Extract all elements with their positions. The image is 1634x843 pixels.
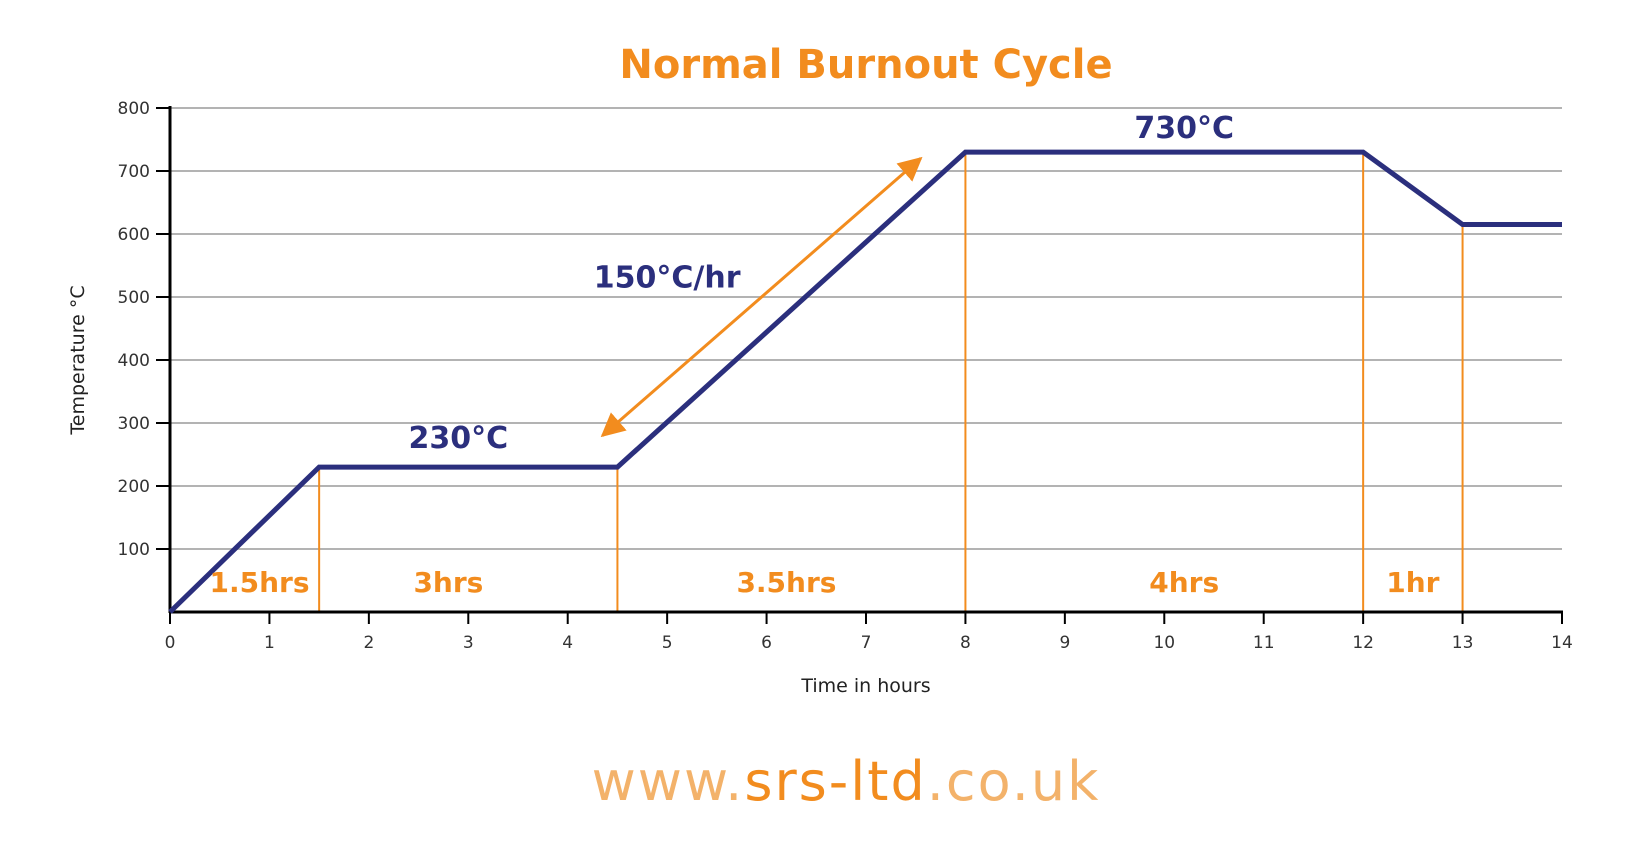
footer-url-prefix: www. [592, 750, 745, 813]
x-tick-label: 13 [1452, 633, 1474, 653]
y-tick-label: 500 [118, 288, 150, 308]
y-tick-label: 200 [118, 477, 150, 497]
y-tick-label: 300 [118, 414, 150, 434]
footer-url-brand: srs-ltd [744, 750, 926, 813]
y-axis-label: Temperature °C [67, 285, 89, 435]
x-tick-label: 2 [363, 633, 374, 653]
x-tick-label: 14 [1551, 633, 1573, 653]
y-tick-label: 800 [118, 99, 150, 119]
x-tick-label: 10 [1153, 633, 1175, 653]
footer-url: www.srs-ltd.co.uk [592, 750, 1101, 813]
footer-url-suffix: .co.uk [927, 750, 1101, 813]
annotation-label: 230°C [409, 421, 509, 456]
x-tick-label: 8 [960, 633, 971, 653]
x-tick-label: 3 [463, 633, 474, 653]
y-tick-label: 600 [118, 225, 150, 245]
x-tick-label: 5 [662, 633, 673, 653]
stage-duration-label: 3hrs [413, 566, 483, 599]
x-tick-label: 6 [761, 633, 772, 653]
x-tick-label: 4 [562, 633, 573, 653]
x-tick-label: 1 [264, 633, 275, 653]
y-tick-label: 100 [118, 540, 150, 560]
stage-duration-label: 1.5hrs [209, 566, 309, 599]
x-tick-label: 7 [861, 633, 872, 653]
stage-duration-label: 3.5hrs [736, 566, 836, 599]
annotation-label: 150°C/hr [594, 261, 741, 296]
y-tick-label: 400 [118, 351, 150, 371]
rate-arrow [600, 156, 923, 438]
x-tick-label: 11 [1253, 633, 1275, 653]
y-tick-label: 700 [118, 162, 150, 182]
chart-title: Normal Burnout Cycle [619, 42, 1112, 88]
x-axis-label: Time in hours [800, 675, 930, 697]
x-tick-label: 9 [1059, 633, 1070, 653]
x-tick-label: 12 [1352, 633, 1374, 653]
stage-duration-label: 4hrs [1149, 566, 1219, 599]
stage-duration-label: 1hr [1386, 566, 1439, 599]
annotation-label: 730°C [1134, 111, 1234, 146]
x-tick-label: 0 [165, 633, 176, 653]
series-line [168, 149, 1562, 614]
